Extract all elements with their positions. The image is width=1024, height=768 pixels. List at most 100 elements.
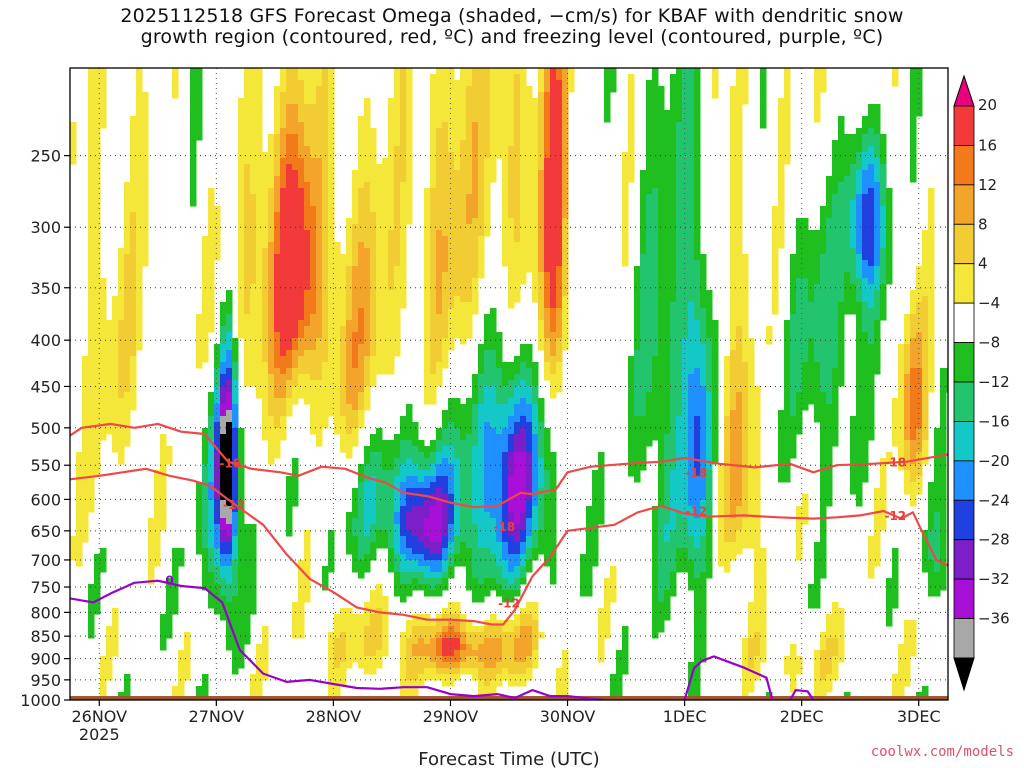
omega-cell (76, 518, 83, 525)
omega-cell (316, 158, 323, 165)
omega-cell (508, 524, 515, 531)
omega-cell (376, 266, 383, 273)
omega-cell (244, 194, 251, 201)
omega-cell (424, 482, 431, 489)
omega-cell (544, 284, 551, 291)
omega-cell (532, 608, 539, 615)
omega-cell (448, 464, 455, 471)
omega-cell (508, 410, 515, 417)
omega-cell (88, 494, 95, 501)
omega-cell (382, 176, 389, 183)
omega-cell (436, 332, 443, 339)
omega-cell (472, 398, 479, 405)
omega-cell (274, 176, 281, 183)
omega-cell (478, 578, 485, 585)
omega-cell (424, 674, 431, 681)
omega-cell (268, 422, 275, 429)
omega-cell (478, 194, 485, 201)
omega-cell (556, 80, 563, 87)
omega-cell (238, 590, 245, 597)
omega-cell (220, 476, 227, 483)
omega-cell (436, 224, 443, 231)
omega-cell (238, 248, 245, 255)
omega-cell (382, 500, 389, 507)
omega-cell (298, 86, 305, 93)
omega-cell (262, 386, 269, 393)
omega-cell (358, 218, 365, 225)
omega-cell (454, 194, 461, 201)
omega-cell (274, 212, 281, 219)
omega-cell (304, 362, 311, 369)
omega-cell (370, 464, 377, 471)
omega-cell (304, 326, 311, 333)
omega-cell (136, 200, 143, 207)
omega-cell (304, 584, 311, 591)
omega-cell (124, 200, 131, 207)
omega-cell (100, 338, 107, 345)
omega-cell (496, 560, 503, 567)
omega-cell (280, 332, 287, 339)
omega-cell (268, 374, 275, 381)
omega-cell (304, 332, 311, 339)
omega-cell (424, 524, 431, 531)
omega-cell (550, 332, 557, 339)
omega-cell (100, 74, 107, 81)
omega-cell (388, 164, 395, 171)
omega-cell (106, 638, 113, 645)
omega-cell (250, 332, 257, 339)
omega-cell (496, 506, 503, 513)
omega-cell (400, 290, 407, 297)
omega-cell (478, 176, 485, 183)
omega-cell (286, 266, 293, 273)
omega-cell (100, 308, 107, 315)
omega-cell (388, 338, 395, 345)
omega-cell (88, 128, 95, 135)
omega-cell (442, 164, 449, 171)
omega-cell (244, 164, 251, 171)
omega-cell (76, 458, 83, 465)
omega-cell (466, 134, 473, 141)
omega-cell (208, 596, 215, 603)
omega-cell (466, 500, 473, 507)
omega-cell (448, 452, 455, 459)
omega-cell (562, 92, 569, 99)
omega-cell (256, 374, 263, 381)
omega-cell (496, 482, 503, 489)
omega-cell (304, 374, 311, 381)
omega-cell (484, 626, 491, 633)
omega-cell (316, 194, 323, 201)
omega-cell (322, 98, 329, 105)
omega-cell (484, 506, 491, 513)
omega-cell (358, 350, 365, 357)
omega-cell (268, 458, 275, 465)
omega-cell (244, 296, 251, 303)
omega-cell (412, 542, 419, 549)
omega-cell (106, 668, 113, 675)
omega-cell (466, 278, 473, 285)
omega-cell (502, 476, 509, 483)
omega-cell (442, 200, 449, 207)
omega-cell (280, 374, 287, 381)
omega-cell (112, 626, 119, 633)
omega-cell (442, 278, 449, 285)
omega-cell (274, 128, 281, 135)
omega-cell (430, 554, 437, 561)
omega-cell (466, 506, 473, 513)
omega-cell (514, 428, 521, 435)
omega-cell (520, 452, 527, 459)
omega-cell (268, 434, 275, 441)
omega-cell (310, 380, 317, 387)
omega-cell (112, 314, 119, 321)
omega-cell (202, 578, 209, 585)
omega-cell (370, 200, 377, 207)
omega-cell (352, 338, 359, 345)
omega-cell (520, 422, 527, 429)
omega-cell (286, 344, 293, 351)
omega-cell (502, 92, 509, 99)
omega-cell (328, 686, 335, 693)
omega-cell (484, 110, 491, 117)
omega-cell (238, 572, 245, 579)
omega-cell (268, 254, 275, 261)
omega-cell (76, 548, 83, 555)
omega-cell (310, 272, 317, 279)
